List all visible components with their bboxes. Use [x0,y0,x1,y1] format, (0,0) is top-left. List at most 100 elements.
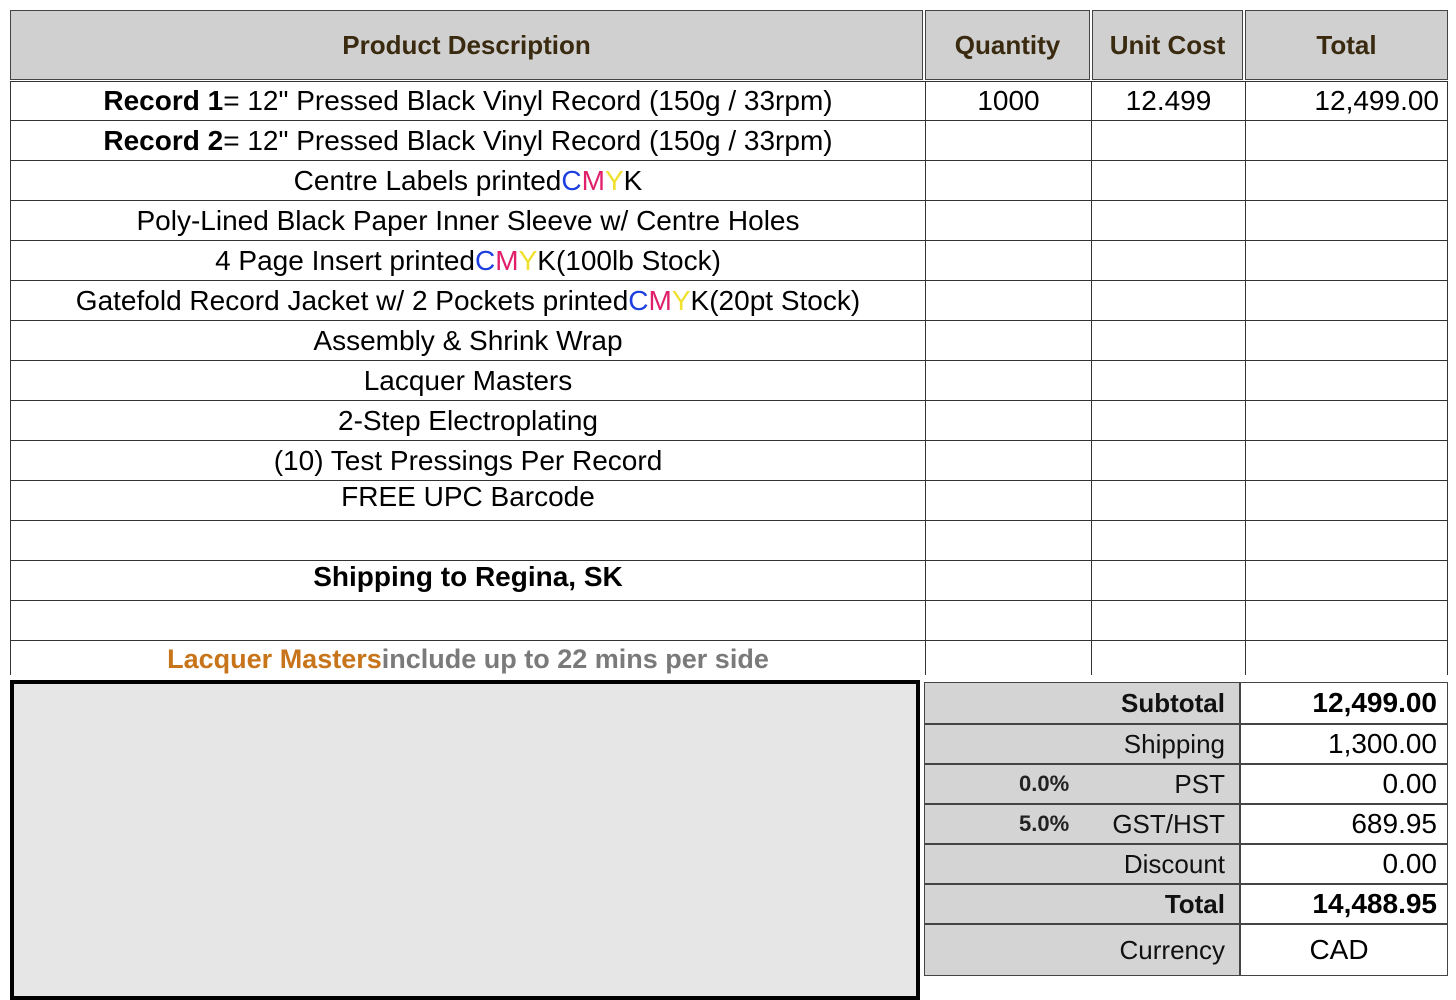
cmyk-y: Y [604,164,624,196]
line-item-row: Lacquer Masters [10,361,1448,401]
header-quantity: Quantity [925,10,1090,80]
item-description: 2-Step Electroplating [10,401,926,440]
item-total [1246,521,1448,560]
cmyk-k: K [690,284,710,316]
summary-shipping-row: Shipping 1,300.00 [924,724,1448,764]
cmyk-y: Y [518,244,538,276]
shipping-label: Shipping [924,724,1240,764]
line-item-row [10,521,1448,561]
item-label-suffix: (100lb Stock) [555,244,721,276]
cmyk-m: M [648,284,672,316]
item-description: Record 1 = 12" Pressed Black Vinyl Recor… [10,82,926,120]
note-text: include up to 22 mins per side [381,644,769,674]
item-label-bold: Record 1 [103,85,224,116]
cmyk-k: K [537,244,556,276]
cmyk-c: C [475,244,496,276]
pst-value: 0.00 [1240,764,1448,804]
item-label: Gatefold Record Jacket w/ 2 Pockets prin… [75,284,629,316]
item-quantity [926,281,1092,320]
cmyk-m: M [581,164,605,196]
summary-currency-row: Currency CAD [924,924,1448,976]
line-item-row: Poly-Lined Black Paper Inner Sleeve w/ C… [10,201,1448,241]
item-total [1246,641,1448,675]
currency-label: Currency [924,924,1240,976]
item-total [1246,401,1448,440]
item-total: 12,499.00 [1246,82,1448,120]
item-quantity [926,401,1092,440]
item-quantity: 1000 [926,82,1092,120]
item-description: Gatefold Record Jacket w/ 2 Pockets prin… [10,281,926,320]
item-unit-cost: 12.499 [1092,82,1246,120]
summary-subtotal-row: Subtotal 12,499.00 [924,682,1448,724]
summary-total-row: Total 14,488.95 [924,884,1448,924]
notes-box [10,680,920,1000]
note-row: Lacquer Masters include up to 22 mins pe… [10,641,1448,675]
summary-pst-row: 0.0% PST 0.00 [924,764,1448,804]
item-unit-cost [1092,201,1246,240]
line-item-row: Record 2 = 12" Pressed Black Vinyl Recor… [10,121,1448,161]
item-unit-cost [1092,241,1246,280]
gst-rate: 5.0% [1019,811,1070,836]
item-quantity [926,481,1092,520]
item-unit-cost [1092,601,1246,640]
item-total [1246,161,1448,200]
item-quantity [926,441,1092,480]
item-quantity [926,521,1092,560]
lacquer-note: Lacquer Masters include up to 22 mins pe… [10,641,926,675]
item-description: Poly-Lined Black Paper Inner Sleeve w/ C… [10,201,926,240]
item-quantity [926,241,1092,280]
item-quantity [926,321,1092,360]
item-description: Lacquer Masters [10,361,926,400]
gst-label: GST/HST [1112,808,1225,839]
item-description: (10) Test Pressings Per Record [10,441,926,480]
item-quantity [926,641,1092,675]
item-quantity [926,121,1092,160]
gst-value: 689.95 [1240,804,1448,844]
line-item-row: Shipping to Regina, SK [10,561,1448,601]
item-total [1246,121,1448,160]
line-item-row: Gatefold Record Jacket w/ 2 Pockets prin… [10,281,1448,321]
subtotal-label: Subtotal [924,682,1240,724]
item-unit-cost [1092,361,1246,400]
pst-rate: 0.0% [1019,771,1070,796]
line-item-row: FREE UPC Barcode [10,481,1448,521]
item-unit-cost [1092,441,1246,480]
cmyk-c: C [561,164,582,196]
item-quantity [926,361,1092,400]
item-label: = 12" Pressed Black Vinyl Record (150g /… [223,85,833,116]
item-description: Assembly & Shrink Wrap [10,321,926,360]
item-unit-cost [1092,401,1246,440]
item-unit-cost [1092,161,1246,200]
item-unit-cost [1092,641,1246,675]
cmyk-c: C [628,284,649,316]
item-total [1246,241,1448,280]
item-unit-cost [1092,561,1246,600]
note-highlight: Lacquer Masters [167,644,382,674]
item-total [1246,321,1448,360]
item-total [1246,281,1448,320]
cmyk-y: Y [671,284,691,316]
item-unit-cost [1092,521,1246,560]
item-quantity [926,601,1092,640]
item-quantity [926,161,1092,200]
item-total [1246,201,1448,240]
item-quantity [926,561,1092,600]
item-unit-cost [1092,281,1246,320]
item-label-bold: Record 2 [103,124,224,156]
line-item-row: Assembly & Shrink Wrap [10,321,1448,361]
line-item-row [10,601,1448,641]
item-description [10,521,926,560]
cmyk-k: K [623,164,643,196]
subtotal-value: 12,499.00 [1240,682,1448,724]
discount-label: Discount [924,844,1240,884]
item-total [1246,601,1448,640]
line-item-row: 2-Step Electroplating [10,401,1448,441]
item-label: = 12" Pressed Black Vinyl Record (150g /… [223,124,833,156]
summary-discount-row: Discount 0.00 [924,844,1448,884]
gst-label-cell: 5.0% GST/HST [924,804,1240,844]
